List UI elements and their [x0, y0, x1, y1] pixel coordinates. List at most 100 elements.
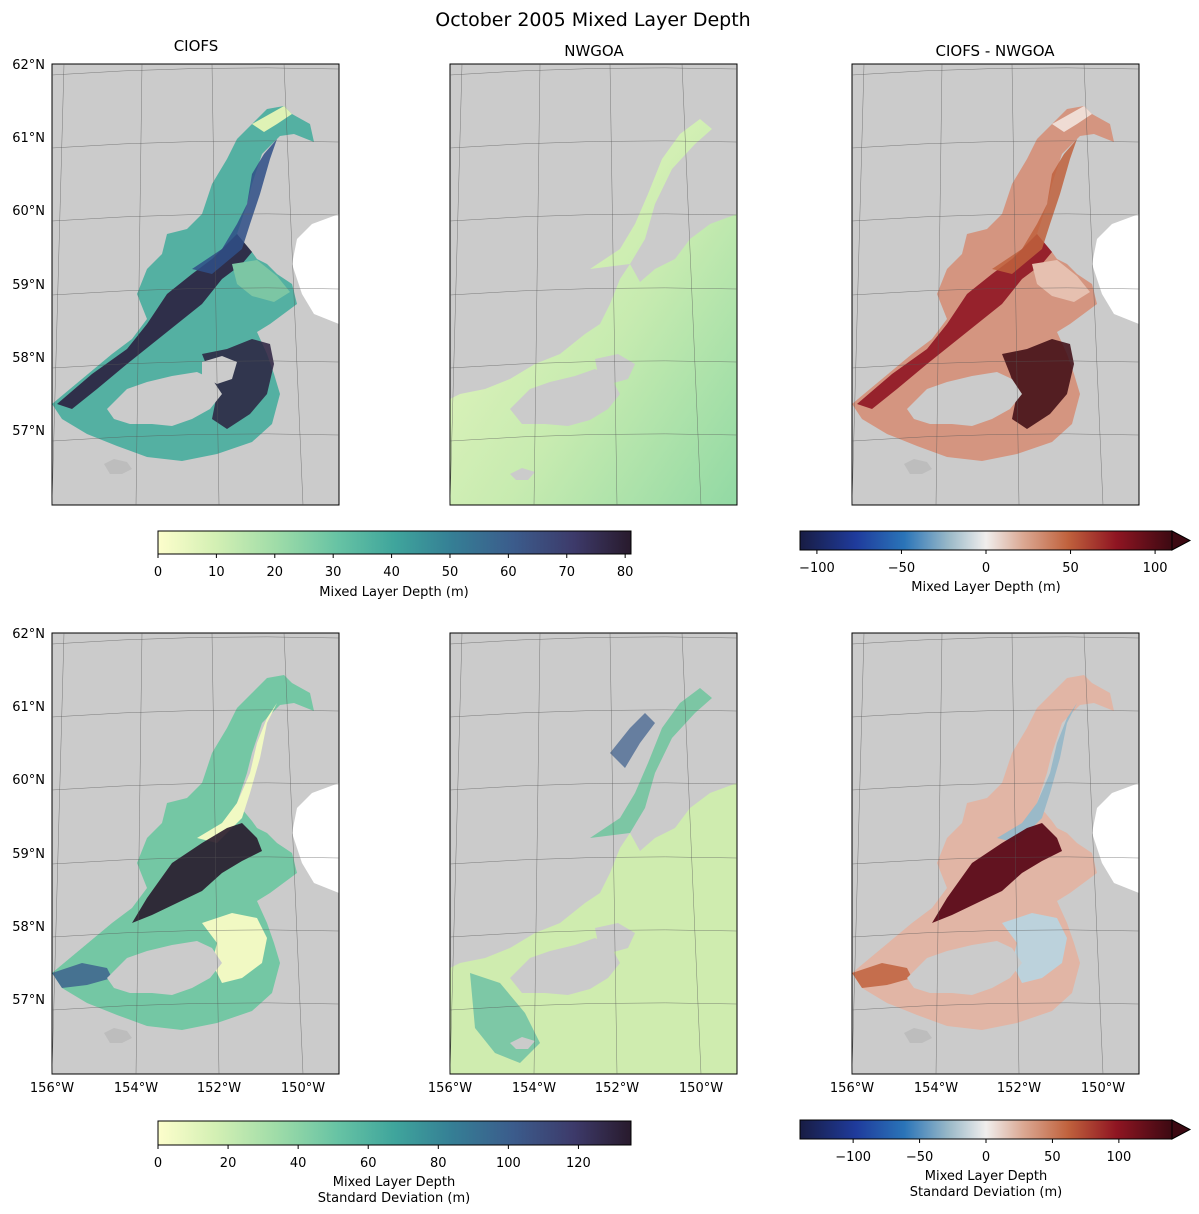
- graticule-lines: [51, 63, 1140, 1075]
- lon-label: 152°W: [997, 1081, 1041, 1096]
- latitude-gridline: [51, 929, 340, 938]
- latitude-gridline: [449, 433, 738, 442]
- colorbar-top-sequential: 0 10 20 30 40 50 60 70 80 Mixed Layer Depth (m): [154, 530, 634, 600]
- lon-label: 154°W: [512, 1081, 556, 1096]
- latitude-gridline: [449, 782, 738, 791]
- colorbar-tick-label: 50: [442, 565, 459, 580]
- lat-label: 62°N: [12, 58, 45, 73]
- map-panel-ciofs-std: [51, 632, 340, 1075]
- colorbar-tick-label: 60: [360, 1156, 377, 1171]
- longitude-gridline: [851, 63, 865, 506]
- colorbar-tick-label: 120: [566, 1156, 591, 1171]
- colorbar-tick-label: 100: [1143, 561, 1168, 576]
- map-panel-nwgoa-mean: [449, 63, 738, 506]
- lon-label: 154°W: [914, 1081, 958, 1096]
- longitude-gridline: [135, 632, 143, 1075]
- lon-label: 154°W: [114, 1081, 158, 1096]
- latitude-gridline: [851, 782, 1140, 791]
- longitude-gridline: [1011, 63, 1020, 506]
- lon-axis-mid: 156°W 154°W 152°W 150°W: [428, 1081, 723, 1096]
- latitude-gridline: [851, 287, 1140, 296]
- colorbar-tick-label: −50: [906, 1150, 933, 1165]
- lat-label: 60°N: [12, 204, 45, 219]
- colorbar-bottom-diverging: −100 −50 0 50 100 Mixed Layer Depth Standard…: [799, 1119, 1192, 1200]
- lon-axis-right: 156°W 154°W 152°W 150°W: [830, 1081, 1125, 1096]
- lon-label: 156°W: [428, 1081, 472, 1096]
- longitude-gridline: [51, 632, 65, 1075]
- colorbar-ticks: 0 20 40 60 80 100 120: [154, 1145, 591, 1171]
- latitude-gridline: [851, 360, 1140, 369]
- lon-axis-left: 156°W 154°W 152°W 150°W: [30, 1081, 325, 1096]
- lat-label: 57°N: [12, 424, 45, 439]
- latitude-gridline: [851, 856, 1140, 865]
- latitude-gridline: [851, 213, 1140, 222]
- latitude-gridline: [449, 140, 738, 149]
- lon-label: 150°W: [1081, 1081, 1125, 1096]
- colorbar-tick-label: −100: [799, 561, 835, 576]
- colorbar-tick-label: 80: [430, 1156, 447, 1171]
- longitude-gridline: [851, 632, 865, 1075]
- latitude-gridline: [449, 213, 738, 222]
- latitude-gridline: [51, 213, 340, 222]
- colorbar-tick-label: 40: [383, 565, 400, 580]
- longitude-gridline: [681, 632, 702, 1075]
- lon-label: 156°W: [30, 1081, 74, 1096]
- longitude-gridline: [935, 632, 943, 1075]
- latitude-gridline: [851, 929, 1140, 938]
- colorbar-tick-label: 30: [325, 565, 342, 580]
- colorbar-tick-label: 0: [982, 561, 990, 576]
- longitude-gridline: [609, 632, 618, 1075]
- latitude-gridline: [449, 287, 738, 296]
- latitude-gridline: [51, 140, 340, 149]
- latitude-gridline: [851, 140, 1140, 149]
- lat-label: 60°N: [12, 773, 45, 788]
- colorbar-tick-label: 20: [267, 565, 284, 580]
- colorbar-bottom-sequential: 0 20 40 60 80 100 120 Mixed Layer Depth Standa…: [154, 1120, 632, 1206]
- lat-label: 58°N: [12, 351, 45, 366]
- colorbar-tick-label: −100: [835, 1150, 871, 1165]
- latitude-gridline: [851, 433, 1140, 442]
- colorbar-tick-label: 20: [220, 1156, 237, 1171]
- longitude-gridline: [1083, 63, 1104, 506]
- lon-label: 150°W: [679, 1081, 723, 1096]
- latitude-gridline: [51, 287, 340, 296]
- latitude-gridline: [449, 636, 738, 645]
- colorbar-tick-label: 60: [500, 565, 517, 580]
- colorbar-tick-label: 100: [1106, 1150, 1131, 1165]
- latitude-gridline: [851, 67, 1140, 76]
- lat-axis-bottom: 62°N 61°N 60°N 59°N 58°N 57°N: [12, 627, 45, 1008]
- colorbar-top-diverging: −100 −50 0 50 100 Mixed Layer Depth (m): [799, 530, 1192, 595]
- lat-label: 57°N: [12, 993, 45, 1008]
- latitude-gridline: [449, 67, 738, 76]
- panel-title-difference: CIOFS - NWGOA: [935, 42, 1055, 60]
- lat-label: 61°N: [12, 700, 45, 715]
- longitude-gridline: [51, 63, 65, 506]
- latitude-gridline: [51, 782, 340, 791]
- panel-title-nwgoa: NWGOA: [564, 42, 624, 60]
- longitude-gridline: [449, 63, 463, 506]
- latitude-gridline: [51, 1002, 340, 1011]
- longitude-gridline: [283, 632, 304, 1075]
- latitude-gridline: [51, 709, 340, 718]
- colorbar-tick-label: 50: [1062, 561, 1079, 576]
- longitude-gridline: [449, 632, 463, 1075]
- colorbar-ticks: −100 −50 0 50 100: [835, 1139, 1131, 1165]
- map-panel-difference-mean: [851, 63, 1140, 506]
- latitude-gridline: [449, 929, 738, 938]
- longitude-gridline: [935, 63, 943, 506]
- colorbar-ticks: 0 10 20 30 40 50 60 70 80: [154, 554, 634, 580]
- lon-label: 150°W: [281, 1081, 325, 1096]
- longitude-gridline: [211, 63, 220, 506]
- latitude-gridline: [51, 433, 340, 442]
- colorbar-tick-label: 80: [617, 565, 634, 580]
- longitude-gridline: [681, 63, 702, 506]
- lon-label: 156°W: [830, 1081, 874, 1096]
- latitude-gridline: [851, 636, 1140, 645]
- colorbar-tick-label: 40: [290, 1156, 307, 1171]
- lat-label: 59°N: [12, 278, 45, 293]
- figure-title: October 2005 Mixed Layer Depth: [435, 9, 750, 31]
- colorbar-tick-label: 0: [982, 1150, 990, 1165]
- longitude-gridline: [533, 63, 541, 506]
- colorbar-ticks: −100 −50 0 50 100: [799, 550, 1168, 576]
- latitude-gridline: [449, 360, 738, 369]
